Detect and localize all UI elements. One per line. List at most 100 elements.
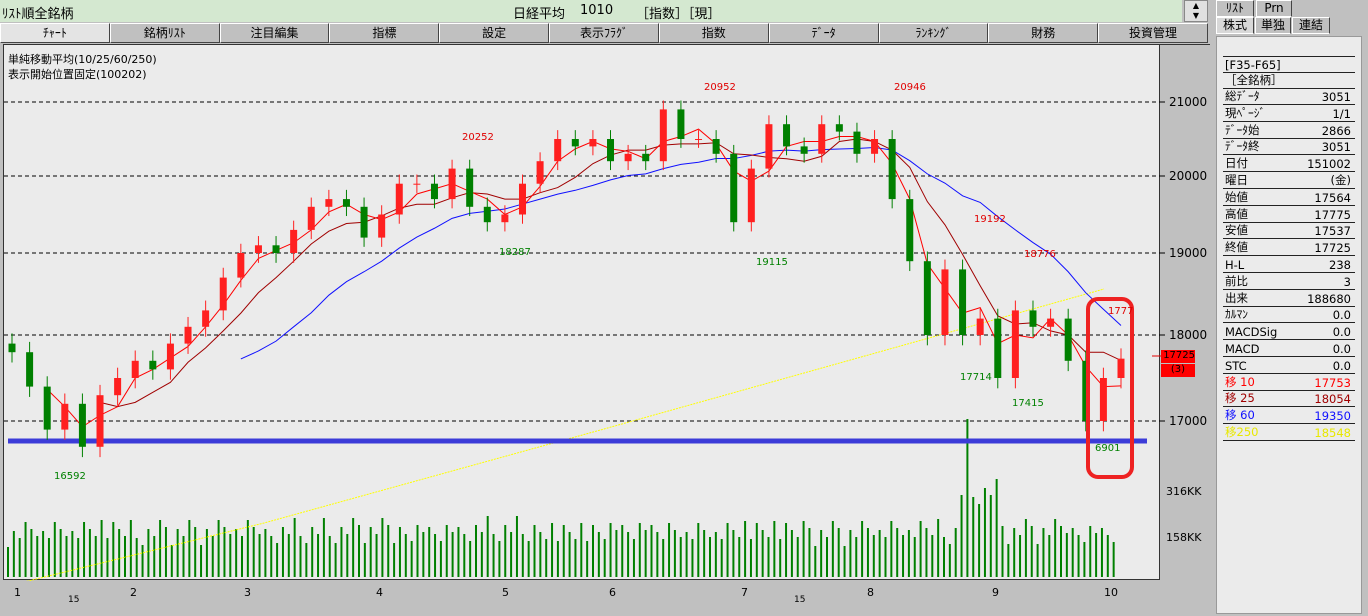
candle [853,131,861,154]
candle [131,360,139,378]
candle [96,395,104,447]
y-tick-label: 21000 [1169,95,1208,109]
price-chart[interactable]: 単純移動平均(10/25/60/250) 表示開始位置固定(100202) 21… [3,44,1210,605]
stat-label: ﾃﾞｰﾀ始 [1225,122,1260,137]
stat-value: 3 [1343,274,1351,289]
stat-label: H-L [1225,258,1245,272]
candle [677,109,685,139]
stat-value: 17775 [1314,207,1351,222]
x-tick-label: 7 [741,586,748,599]
tab-chart[interactable]: ﾁｬｰﾄ [0,23,110,43]
candle [1082,360,1090,421]
ma60-line [240,146,1122,360]
candle [342,199,350,207]
candle [26,352,34,387]
tab-indicator[interactable]: 指標 [329,23,440,43]
candle [149,360,157,370]
stat-label: 移 60 [1225,408,1255,423]
candle [730,153,738,223]
stat-row: 移250 18548 [1223,425,1355,441]
x-subtick-label: 15 [68,595,80,605]
panel-divider [1223,41,1355,57]
all-stocks-text: ［全銘柄］ [1225,73,1283,87]
chart-canvas [4,100,1165,581]
index-name: 日経平均 [513,7,566,22]
stat-value: (金) [1330,173,1351,187]
stat-value: 238 [1329,258,1351,272]
candle [237,253,245,278]
list-title: ﾘｽﾄ順全銘柄 [2,7,74,22]
candle [483,206,491,223]
candle [395,183,403,215]
price-annotation: 20252 [462,132,494,143]
tab-standalone[interactable]: 単独 [1255,17,1291,34]
price-annotation: 16592 [54,471,86,482]
down-arrow-icon[interactable]: ▼ [1192,11,1200,20]
tab-display-flag[interactable]: 表示ﾌﾗｸﾞ [549,23,659,43]
stat-value: 0.0 [1332,358,1351,373]
candle [571,139,579,147]
candle [254,245,262,253]
candle [994,318,1002,378]
price-annotation: 17415 [1012,398,1044,409]
candle [888,139,896,200]
candle [835,124,843,132]
tab-print[interactable]: Prn [1256,0,1292,17]
x-tick-label: 2 [130,586,137,599]
stat-label: 日付 [1225,156,1248,171]
candle [941,269,949,335]
x-tick-label: 10 [1104,586,1118,599]
stat-label: 終値 [1225,240,1248,255]
candle [589,139,597,147]
last-change-tag: (3) [1161,364,1195,377]
stat-label: ｶﾙﾏﾝ [1225,307,1248,322]
stat-value: 18054 [1314,392,1351,407]
up-arrow-icon[interactable]: ▲ [1192,1,1200,10]
tab-watch-edit[interactable]: 注目編集 [219,23,330,43]
stat-label: 移250 [1225,425,1259,439]
tab-investment[interactable]: 投資管理 [1098,23,1208,43]
candle [114,378,122,396]
tab-index[interactable]: 指数 [658,23,769,43]
candle [959,269,967,335]
tab-settings[interactable]: 設定 [439,23,550,43]
fixed-start-info: 表示開始位置固定(100202) [8,68,147,81]
candle [976,318,984,335]
tab-data[interactable]: ﾃﾞｰﾀ [768,23,879,43]
candle [219,277,227,311]
stat-row: 日付 151002 [1223,156,1355,173]
tab-stock-list[interactable]: 銘柄ﾘｽﾄ [109,23,220,43]
candle [448,168,456,200]
candle [624,153,632,162]
last-price-tag: 17725 [1161,350,1195,363]
candle [695,139,703,140]
price-annotation: 17714 [960,372,992,383]
tab-list[interactable]: ﾘｽﾄ [1216,0,1254,17]
candle [659,109,667,162]
tab-ranking[interactable]: ﾗﾝｷﾝｸﾞ [878,23,989,43]
stat-row: MACD 0.0 [1223,341,1355,357]
candle [1117,358,1125,378]
title-bar: ﾘｽﾄ順全銘柄 日経平均 1010 ［指数］［現］ [0,0,1182,22]
candle [43,386,51,430]
candle [765,124,773,169]
candle [536,161,544,184]
candle [61,403,69,430]
tab-stocks[interactable]: 株式 [1216,17,1254,34]
tab-financial[interactable]: 財務 [988,23,1099,43]
candle [466,168,474,207]
spin-scroll[interactable]: ▲ ▼ [1184,0,1208,22]
stat-row: 移 10 17753 [1223,375,1355,391]
stat-label: 移 10 [1225,374,1255,389]
candle [871,139,879,154]
x-tick-label: 3 [244,586,251,599]
y-axis-panel [1159,45,1210,580]
candle [184,326,192,344]
stat-label: 高値 [1225,206,1248,221]
stat-label: ﾃﾞｰﾀ終 [1225,139,1260,154]
info-panel: ﾘｽﾄ Prn 株式 単独 連結 [F35-F65] ［全銘柄］ 総ﾃﾞｰﾀ 30… [1214,0,1368,616]
stat-row: 曜日 (金) [1223,173,1355,189]
volume-tick-label: 316KK [1166,485,1202,498]
tab-consolidated[interactable]: 連結 [1292,17,1330,34]
stat-row: ｶﾙﾏﾝ 0.0 [1223,307,1355,324]
